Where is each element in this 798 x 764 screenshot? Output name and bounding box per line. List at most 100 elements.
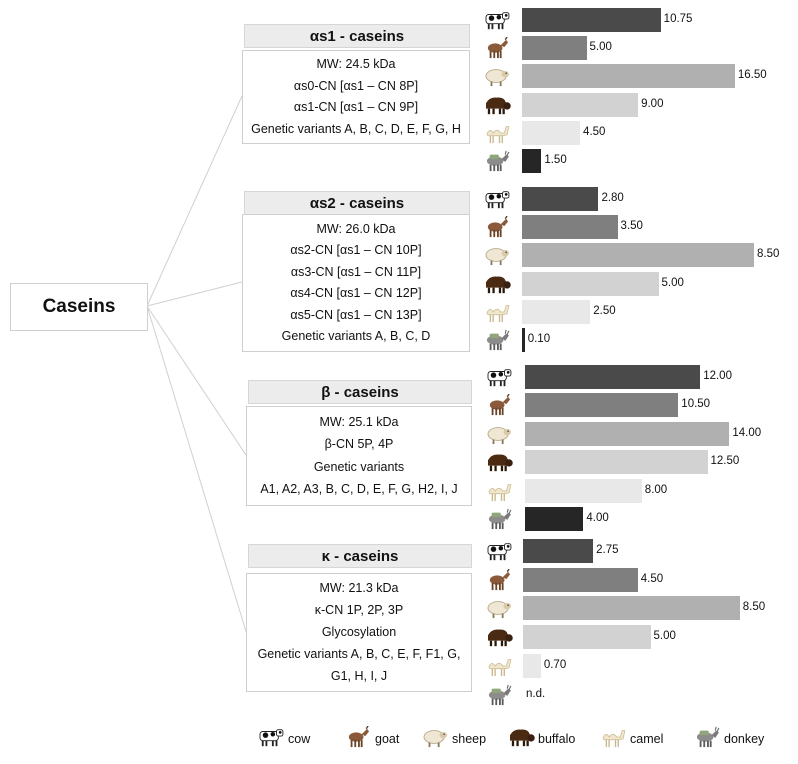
legend-label: donkey [724, 732, 765, 746]
info-line: αs0-CN [αs1 – CN 8P] [293, 78, 419, 93]
bar-value-label: 16.50 [737, 69, 767, 82]
info-line: A1, A2, A3, B, C, D, E, F, G, H2, I, J [260, 482, 458, 497]
bar-value-label: n.d. [526, 687, 546, 700]
group-title: αs1 - caseins [244, 24, 470, 48]
info-line: αs5-CN [αs1 – CN 13P] [290, 307, 422, 322]
bar-goat [525, 393, 679, 418]
donkey-icon [692, 726, 722, 753]
goat-icon [484, 568, 514, 591]
info-line: κ-CN 1P, 2P, 3P [314, 603, 404, 617]
bar-sheep [522, 64, 735, 89]
cow-icon [482, 188, 512, 210]
buffalo-icon [482, 94, 512, 116]
sheep-icon [484, 423, 514, 445]
bar-goat [522, 36, 587, 61]
bar-cow [522, 8, 661, 32]
bar-buffalo [522, 271, 659, 296]
sheep-icon [420, 726, 450, 753]
legend-item-goat: goat [343, 724, 399, 754]
bar-cow [523, 539, 594, 563]
bar-goat [522, 215, 618, 240]
bar-value-label: 12.50 [710, 455, 740, 468]
connector-line [146, 95, 243, 307]
info-line: αs4-CN [αs1 – CN 12P] [290, 286, 422, 301]
donkey-icon [482, 329, 512, 351]
group-title: κ - caseins [248, 544, 472, 568]
bar-cow [522, 187, 599, 211]
legend-label: buffalo [538, 732, 576, 746]
donkey-icon [484, 684, 514, 706]
bar-value-label: 10.50 [681, 398, 711, 411]
camel-icon [482, 301, 512, 323]
bar-value-label: 4.00 [586, 512, 609, 524]
bar-value-label: 8.00 [644, 483, 668, 496]
goat-icon [482, 36, 512, 59]
bar-value-label: 2.50 [593, 304, 616, 317]
bar-sheep [522, 243, 755, 268]
bar-donkey [525, 507, 584, 531]
info-line: Genetic variants [313, 459, 405, 474]
group-title: β - caseins [248, 380, 472, 404]
bar-value-label: 0.70 [543, 658, 567, 671]
bar-value-label: 2.80 [601, 192, 624, 204]
bar-cow [525, 365, 701, 389]
bar-camel [523, 653, 541, 678]
bar-value-label: 5.00 [589, 41, 612, 54]
bar-value-label: 12.00 [703, 370, 732, 382]
legend-item-cow: cow [256, 724, 310, 754]
info-line: β-CN 5P, 4P [324, 437, 394, 452]
camel-icon [484, 655, 514, 677]
cow-icon [484, 540, 514, 562]
camel-icon [598, 726, 628, 753]
group-info-box: MW: 26.0 kDa αs2-CN [αs1 – CN 10P] αs3-CN … [242, 214, 470, 352]
camel-icon [482, 122, 512, 144]
bar-value-label: 5.00 [653, 630, 676, 643]
legend-label: cow [288, 732, 311, 746]
bar-camel [522, 120, 581, 145]
info-line: G1, H, I, J [330, 669, 388, 683]
group-info-box: MW: 21.3 kDa κ-CN 1P, 2P, 3P Glycosylation… [246, 573, 472, 692]
legend-item-buffalo: buffalo [506, 724, 575, 754]
bar-value-label: 5.00 [661, 276, 684, 289]
info-line: αs3-CN [αs1 – CN 11P] [290, 264, 422, 279]
buffalo-icon [484, 626, 514, 648]
buffalo-icon [484, 451, 514, 473]
info-line: Genetic variants A, B, C, D [281, 329, 431, 344]
legend-item-sheep: sheep [420, 724, 486, 754]
bar-buffalo [523, 625, 651, 650]
sheep-icon [482, 244, 512, 266]
legend-item-donkey: donkey [692, 724, 764, 754]
bar-donkey [522, 149, 542, 173]
legend-label: goat [375, 732, 400, 746]
bar-value-label: 8.50 [757, 248, 780, 261]
bar-goat [523, 567, 638, 592]
cow-icon [484, 366, 514, 388]
bar-value-label: 1.50 [544, 154, 567, 166]
group-title: αs2 - caseins [244, 191, 470, 215]
bar-value-label: 3.50 [620, 220, 643, 233]
buffalo-icon [482, 273, 512, 295]
bar-value-label: 4.50 [583, 125, 606, 138]
bar-value-label: 10.75 [663, 13, 693, 25]
bar-value-label: 8.50 [742, 601, 766, 614]
connector-line [146, 281, 243, 307]
info-line: Glycosylation [321, 625, 397, 639]
info-line: MW: 24.5 kDa [316, 57, 396, 72]
root-caseins-box: Caseins [10, 283, 148, 331]
bar-sheep [523, 596, 740, 621]
sheep-icon [482, 65, 512, 87]
bar-value-label: 9.00 [641, 97, 664, 110]
connector-line [146, 305, 247, 456]
bar-buffalo [525, 450, 708, 475]
bar-value-label: 4.50 [640, 572, 664, 585]
goat-icon [343, 725, 373, 753]
group-info-box: MW: 25.1 kDa β-CN 5P, 4P Genetic variants A… [246, 406, 472, 506]
bar-value-label: 0.10 [527, 333, 551, 345]
cow-icon [482, 9, 512, 31]
legend-label: camel [630, 732, 664, 746]
legend-item-camel: camel [598, 724, 663, 754]
bar-value-label: 14.00 [732, 426, 762, 439]
info-line: Genetic variants A, B, C, D, E, F, G, H [251, 121, 461, 136]
legend-label: sheep [452, 732, 487, 746]
